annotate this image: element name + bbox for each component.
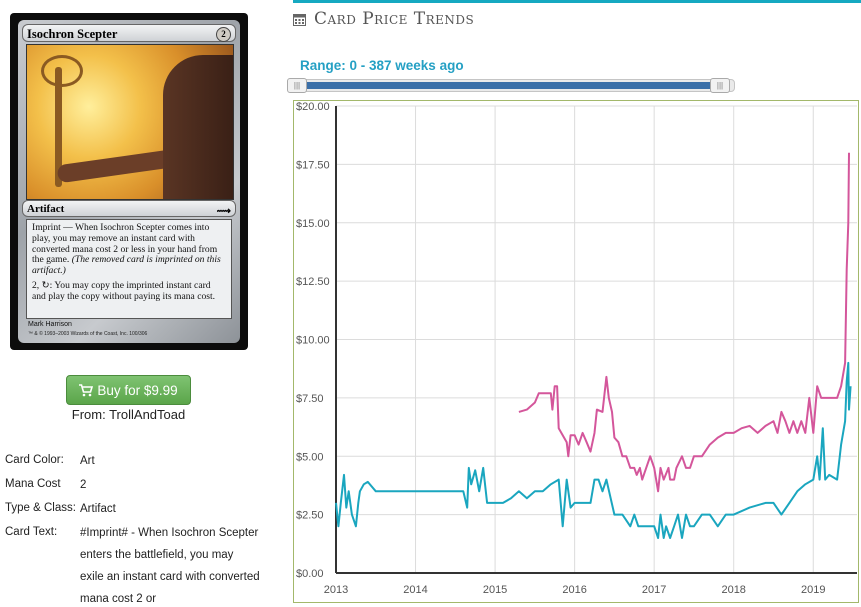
x-tick-label: 2015 [483, 584, 507, 596]
detail-label: Type & Class: [5, 502, 76, 514]
x-tick-label: 2019 [801, 584, 825, 596]
card-title-bar: Isochron Scepter 2 [22, 24, 236, 42]
section-divider [293, 0, 861, 3]
card-art [26, 44, 234, 200]
x-tick-label: 2014 [403, 584, 427, 596]
y-tick-label: $7.50 [296, 393, 324, 405]
range-slider-fill [300, 82, 718, 89]
calendar-icon [293, 11, 306, 31]
detail-value: 2 [80, 479, 87, 491]
series-line-1 [518, 152, 850, 493]
y-tick-label: $2.50 [296, 510, 324, 522]
card-rules-box: Imprint — When Isochron Scepter comes in… [26, 219, 232, 319]
y-tick-label: $5.00 [296, 451, 324, 463]
detail-value: Artifact [80, 503, 116, 515]
detail-label: Mana Cost [5, 478, 61, 490]
artist-credit: Mark Harrison [28, 321, 72, 328]
x-tick-label: 2017 [642, 584, 666, 596]
y-tick-label: $20.00 [296, 101, 330, 113]
y-tick-label: $15.00 [296, 218, 330, 230]
price-chart-svg: $0.00 $2.50 $5.00 $7.50 $10.00 $12.50 $15.00 $1… [296, 101, 857, 596]
scepter-staff [55, 67, 62, 187]
buy-button-label: Buy for $9.99 [97, 383, 178, 398]
x-tick-label: 2018 [721, 584, 745, 596]
rules-text-1: Imprint — When Isochron Scepter comes in… [32, 222, 218, 266]
range-handle-right[interactable]: ||| [710, 78, 730, 93]
price-chart: $0.00 $2.50 $5.00 $7.50 $10.00 $12.50 $15.00 $1… [293, 100, 859, 603]
cart-icon [79, 378, 94, 408]
card-type: Artifact [27, 203, 65, 215]
y-tick-label: $10.00 [296, 335, 330, 347]
card-image: Isochron Scepter 2 Artifact ⟿ Imprint — … [10, 13, 248, 350]
card-type-line: Artifact ⟿ [22, 200, 236, 217]
x-tick-label: 2013 [324, 584, 348, 596]
series-line-2 [335, 361, 852, 539]
art-figure [163, 55, 233, 199]
range-handle-left[interactable]: ||| [287, 78, 307, 93]
y-tick-label: $0.00 [296, 568, 324, 580]
y-tick-label: $12.50 [296, 276, 330, 288]
reminder-text: (The removed card is imprinted on this a… [32, 254, 221, 277]
section-title: Card Price Trends [293, 9, 474, 31]
range-slider[interactable]: ||| ||| [287, 78, 735, 93]
card-face: Isochron Scepter 2 Artifact ⟿ Imprint — … [18, 20, 240, 343]
y-tick-label: $17.50 [296, 159, 330, 171]
detail-label: Card Color: [5, 454, 64, 466]
buy-button[interactable]: Buy for $9.99 [66, 375, 191, 405]
x-tick-label: 2016 [562, 584, 586, 596]
range-label: Range: 0 - 387 weeks ago [300, 58, 464, 73]
card-name: Isochron Scepter [27, 27, 118, 41]
copyright-line: ™ & © 1993–2003 Wizards of the Coast, In… [28, 331, 148, 337]
detail-value: #Imprint# - When Isochron Scepter enters… [80, 527, 260, 602]
seller-text: From: TrollAndToad [71, 407, 186, 422]
set-symbol-icon: ⟿ [216, 206, 231, 217]
mana-symbol: 2 [216, 27, 231, 42]
detail-label: Card Text: [5, 526, 58, 538]
rules-text-2: 2, ↻: You may copy the imprinted instant… [32, 279, 216, 302]
section-title-text: Card Price Trends [314, 9, 475, 29]
scepter-art [41, 55, 83, 87]
detail-value: Art [80, 455, 95, 467]
